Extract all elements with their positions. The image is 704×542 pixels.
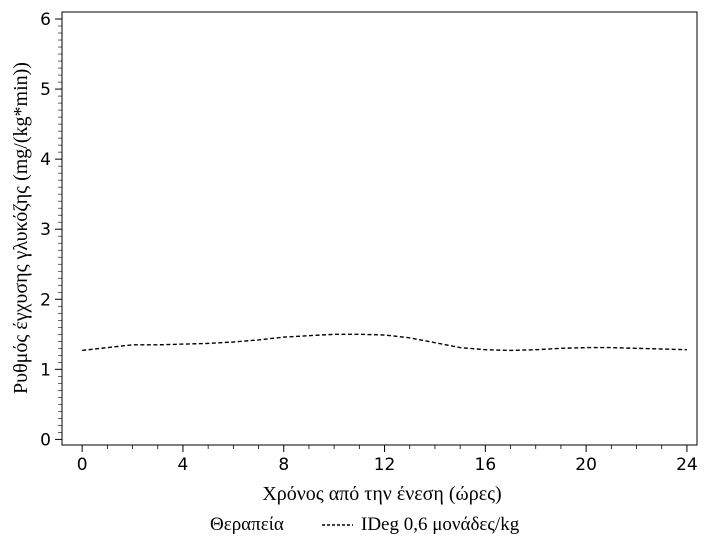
x-tick-label-6: 24 <box>676 455 698 475</box>
legend-title: Θεραπεία <box>210 514 284 535</box>
x-tick-label-2: 8 <box>278 455 289 475</box>
x-tick-label-3: 12 <box>374 455 396 475</box>
legend: Θεραπεία IDeg 0,6 μονάδες/kg <box>210 514 520 535</box>
plot-area <box>61 11 698 446</box>
y-axis-title: Ρυθμός έγχυσης γλυκόζης (mg/(kg*min)) <box>10 62 32 394</box>
legend-label: IDeg 0,6 μονάδες/kg <box>361 514 520 535</box>
x-tick-label-5: 20 <box>575 455 597 475</box>
y-tick-label-1: 1 <box>40 360 51 380</box>
series-line-0 <box>82 333 687 352</box>
y-tick-label-4: 4 <box>40 150 51 170</box>
series-layer <box>82 333 687 352</box>
x-axis-title: Χρόνος από την ένεση (ώρες) <box>262 483 501 505</box>
y-tick-label-6: 6 <box>40 10 51 30</box>
x-tick-label-4: 16 <box>475 455 497 475</box>
y-tick-label-2: 2 <box>40 290 51 310</box>
y-tick-label-3: 3 <box>40 220 51 240</box>
y-tick-label-0: 0 <box>40 430 51 450</box>
x-tick-label-0: 0 <box>77 455 88 475</box>
y-tick-label-5: 5 <box>40 80 51 100</box>
x-tick-label-1: 4 <box>178 455 189 475</box>
